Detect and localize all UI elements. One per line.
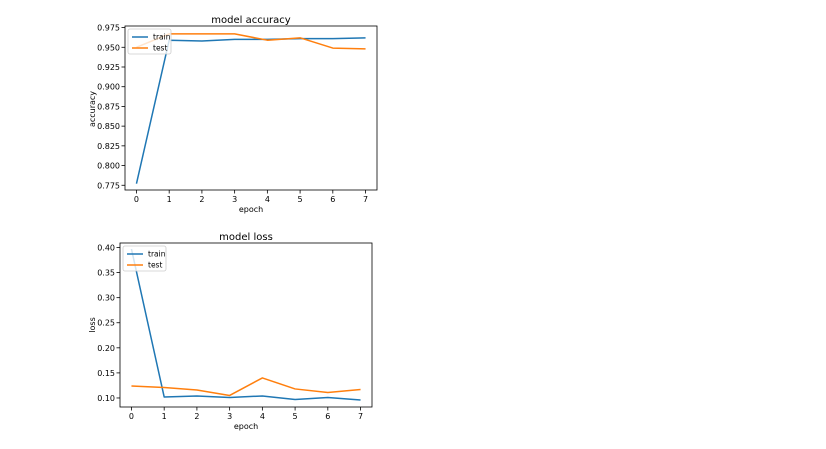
accuracy-xtick-label: 6 — [330, 195, 335, 204]
accuracy-series-test-line — [136, 33, 366, 50]
loss-legend-test-label: test — [148, 261, 162, 270]
loss-chart-xlabel: epoch — [234, 422, 258, 431]
accuracy-legend-test-label: test — [153, 44, 167, 53]
loss-legend: train test — [122, 245, 167, 272]
accuracy-xtick-label: 3 — [232, 195, 237, 204]
loss-ytick-label: 0.15 — [97, 369, 115, 378]
accuracy-xtick-label: 4 — [265, 195, 270, 204]
accuracy-ytick-label: 0.825 — [97, 142, 120, 151]
accuracy-xtick-label: 5 — [298, 195, 303, 204]
accuracy-ytick-label: 0.800 — [97, 162, 120, 171]
accuracy-chart-title: model accuracy — [211, 15, 291, 26]
accuracy-xtick-label: 2 — [199, 195, 204, 204]
accuracy-ytick-label: 0.850 — [97, 122, 120, 131]
loss-legend-train-label: train — [148, 250, 166, 259]
loss-chart-ylabel: loss — [88, 317, 97, 332]
accuracy-plot-area: 0 1 2 3 4 5 6 7 0.775 0.800 0.825 0.850 0.875 0.900 0.… — [97, 24, 368, 204]
loss-ytick-label: 0.30 — [97, 294, 115, 303]
loss-xtick-label: 3 — [227, 412, 232, 421]
accuracy-legend: train test — [127, 28, 172, 55]
accuracy-chart: model accuracy accuracy epoch 0 1 2 3 4 5 6 7 0.… — [88, 15, 378, 214]
accuracy-ytick-label: 0.775 — [97, 181, 120, 190]
loss-xtick-label: 7 — [358, 412, 363, 421]
accuracy-chart-ylabel: accuracy — [88, 91, 97, 127]
accuracy-ytick-label: 0.900 — [97, 83, 120, 92]
loss-ytick-label: 0.35 — [97, 269, 115, 278]
loss-xtick-label: 0 — [129, 412, 134, 421]
loss-plot-area: 0 1 2 3 4 5 6 7 0.10 0.15 0.20 0.25 0.30 0.35 0.40 — [97, 244, 363, 421]
loss-ytick-label: 0.25 — [97, 319, 115, 328]
accuracy-xtick-label: 7 — [363, 195, 368, 204]
accuracy-series-train-line — [135, 37, 366, 184]
accuracy-plot-frame — [124, 25, 378, 191]
loss-ytick-label: 0.10 — [97, 394, 115, 403]
accuracy-ytick-label: 0.950 — [97, 43, 120, 52]
loss-xtick-label: 5 — [293, 412, 298, 421]
loss-ytick-label: 0.20 — [97, 344, 115, 353]
accuracy-chart-xlabel: epoch — [239, 205, 263, 214]
loss-xtick-label: 6 — [325, 412, 330, 421]
accuracy-ytick-label: 0.975 — [97, 24, 120, 33]
accuracy-xtick-label: 1 — [167, 195, 172, 204]
loss-series-train-line — [130, 248, 361, 401]
loss-ytick-label: 0.40 — [97, 244, 115, 253]
accuracy-ytick-label: 0.925 — [97, 63, 120, 72]
accuracy-xtick-label: 0 — [134, 195, 139, 204]
accuracy-legend-train-label: train — [153, 33, 171, 42]
loss-chart: model loss loss epoch 0 1 2 3 4 5 6 7 0.10 0.15 0.… — [88, 232, 373, 431]
loss-xtick-label: 1 — [162, 412, 167, 421]
loss-xtick-label: 4 — [260, 412, 265, 421]
loss-plot-frame — [119, 242, 373, 408]
loss-series-test-line — [131, 377, 361, 397]
accuracy-ytick-label: 0.875 — [97, 102, 120, 111]
loss-xtick-label: 2 — [194, 412, 199, 421]
loss-chart-title: model loss — [219, 232, 273, 243]
